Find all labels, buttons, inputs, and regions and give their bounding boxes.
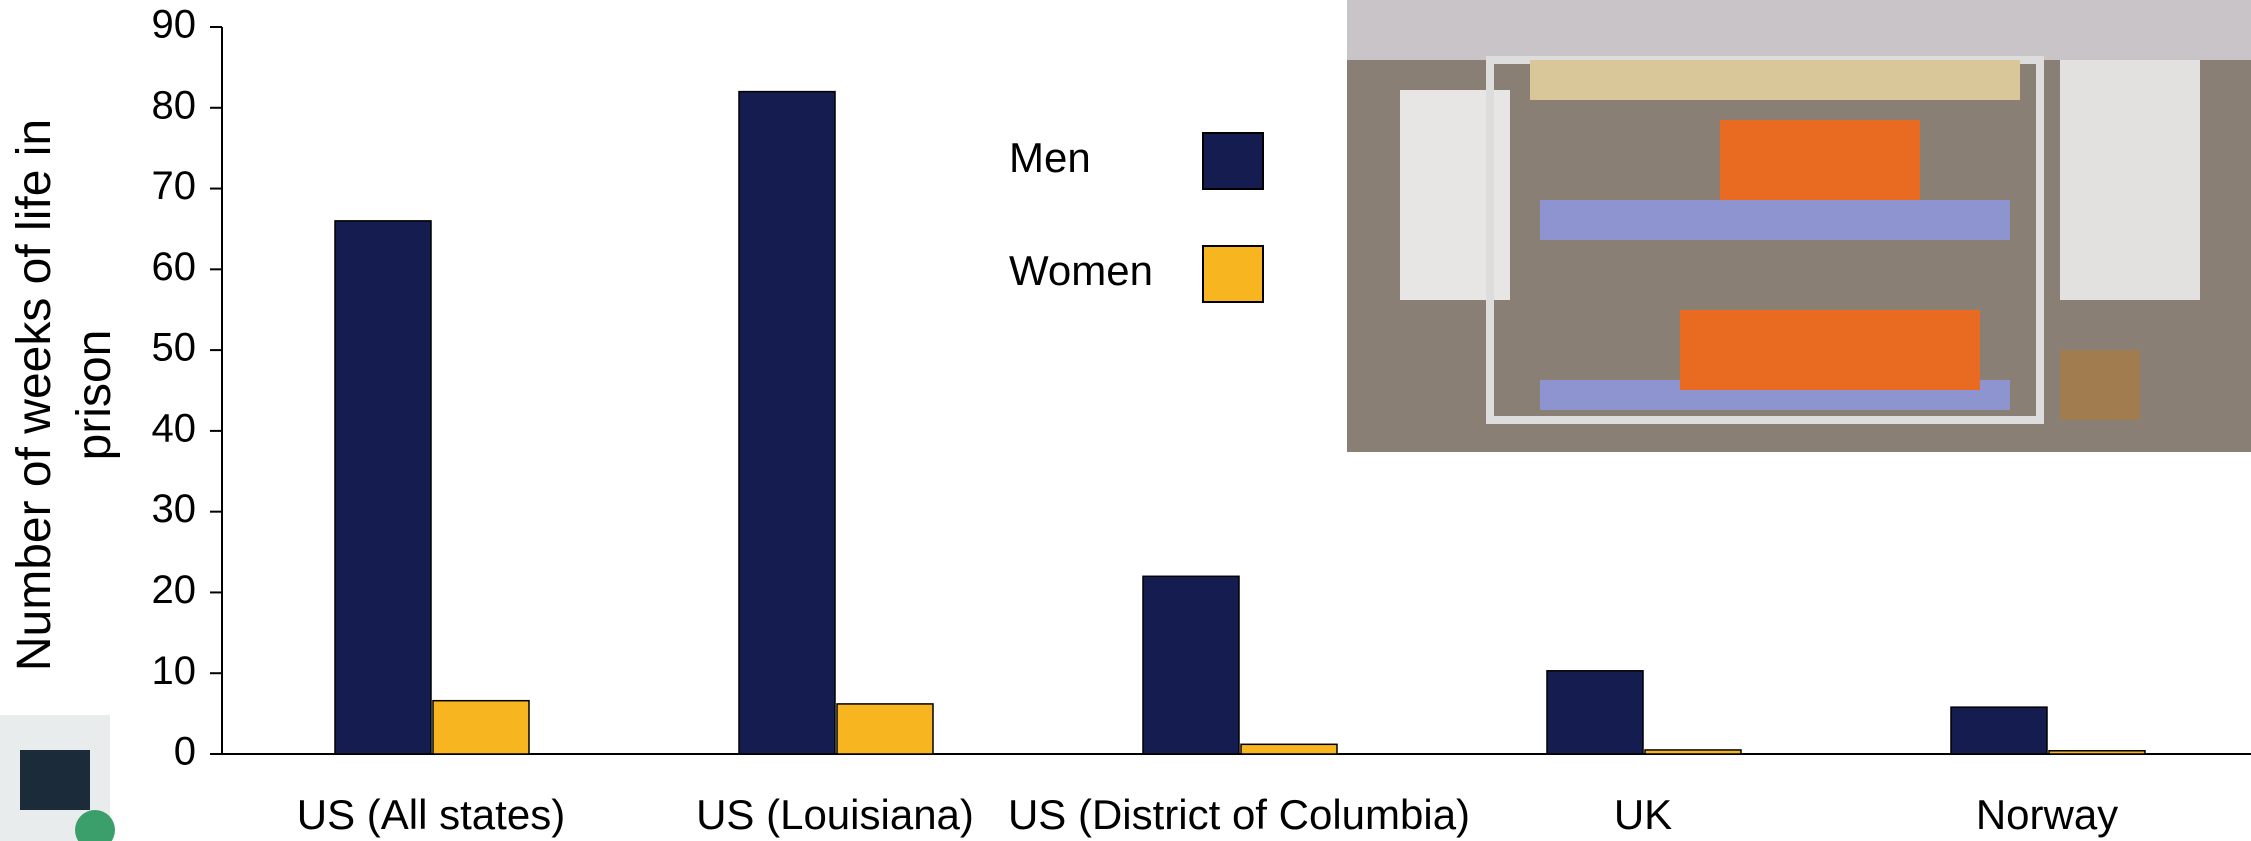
bar	[1950, 706, 2048, 755]
x-tick-label: US (District of Columbia)	[1008, 791, 1470, 838]
y-tick-label: 70	[152, 164, 197, 208]
bar	[2048, 750, 2146, 755]
legend-label: Women	[1009, 247, 1153, 294]
y-tick-label: 50	[152, 326, 197, 370]
bar	[1546, 670, 1644, 755]
y-tick-label: 30	[152, 487, 197, 531]
y-tick-label: 40	[152, 406, 197, 450]
x-tick-label: Norway	[1976, 791, 2118, 838]
y-tick-label: 60	[152, 245, 197, 289]
y-tick-label: 0	[174, 730, 196, 774]
legend-label: Men	[1009, 134, 1091, 181]
x-tick-label: US (Louisiana)	[696, 791, 974, 838]
y-tick-label: 80	[152, 83, 197, 127]
bar	[432, 699, 530, 755]
bar	[1142, 575, 1240, 755]
bar	[836, 703, 934, 755]
photo	[1347, 0, 2251, 452]
y-tick-label: 20	[152, 568, 197, 612]
legend-swatch	[1202, 132, 1264, 190]
book-cover	[0, 715, 115, 841]
bar	[1240, 743, 1338, 755]
y-axis-label: Number of weeks of life in prison	[8, 118, 121, 672]
bar	[1644, 749, 1742, 755]
legend-swatch	[1202, 245, 1264, 303]
x-tick-label: US (All states)	[297, 791, 565, 838]
y-tick-label: 10	[152, 649, 197, 693]
x-tick-label: UK	[1614, 791, 1672, 838]
bar	[738, 90, 836, 755]
y-tick-label: 90	[152, 3, 197, 47]
bar	[334, 220, 432, 755]
